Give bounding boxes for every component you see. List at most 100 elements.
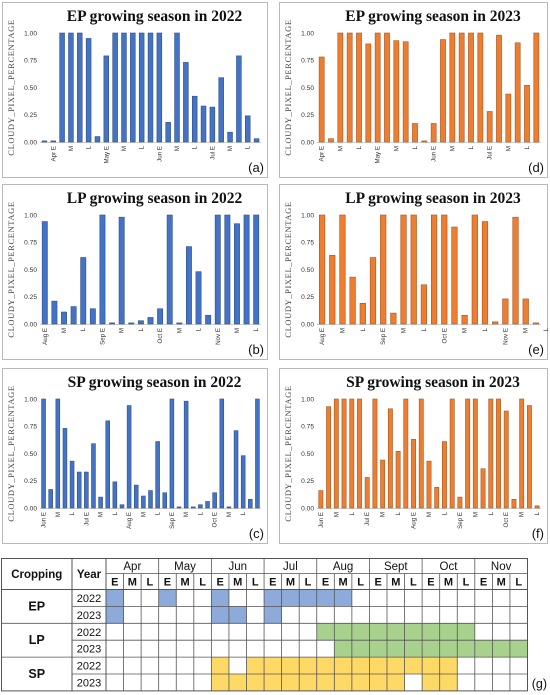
bar [147,32,154,143]
bar [41,140,48,143]
season-cell-filled [387,674,405,691]
chart-title: EP growing season in 2022 [67,8,243,25]
season-cell-filled [387,623,405,641]
bar [219,398,225,509]
x-tick-label: M [401,328,408,333]
bar [133,484,139,509]
subperiod-header: M [128,577,137,589]
bar [112,481,118,509]
subperiod-header: E [322,577,329,589]
season-cell-filled [457,640,475,658]
y-tick-label: 0.50 [24,267,37,274]
bar [346,32,353,143]
x-tick-label: L [482,327,489,331]
x-tick-label: L [139,145,146,149]
bar [364,477,370,509]
x-tick-label: Nov E [502,328,509,345]
bar [205,501,210,509]
x-tick-label: Aug E [411,512,418,529]
x-tick-label: M [426,512,433,517]
bar [51,300,58,325]
season-cell-filled [106,589,124,607]
season-cell-filled [246,674,265,691]
x-tick-label: Aug E [42,328,49,345]
bar [227,131,233,143]
bar [477,32,484,143]
x-tick-label: M [462,328,469,333]
x-tick-label: M [226,512,233,517]
x-tick-label: Sep E [99,328,106,345]
bar [50,140,56,143]
bar [76,471,82,509]
y-tick-label: 0.75 [301,424,314,431]
season-cell-filled [281,674,300,691]
bar [183,62,189,143]
season-cell-filled [422,657,440,674]
chart-panel-c: SP growing season in 2022 CLOUDY_PIXEL_PE… [2,368,268,544]
bar [77,32,83,143]
x-tick-label: Apr E [319,146,326,161]
season-cell-filled [316,674,335,691]
bar [421,140,428,143]
x-tick-label: May E [375,146,382,164]
bar [105,420,110,509]
season-cell-filled [316,589,335,607]
subperiod-header: M [233,577,242,589]
bar [337,32,344,143]
bar [481,221,489,325]
bar [84,471,89,509]
x-tick-label: Oct E [157,328,164,343]
season-cell-filled [281,589,300,607]
bar [85,38,92,143]
bar [420,284,428,325]
month-header: May [174,561,196,573]
season-cell-filled [422,640,440,658]
season-cell-filled [228,606,247,624]
subperiod-header: E [111,577,118,589]
chart-title: LP growing season in 2023 [345,190,521,207]
bar [511,498,517,509]
x-tick-label: L [468,145,475,149]
bar [526,405,532,509]
crop-label: SP [28,667,45,681]
x-tick-label: L [80,327,87,331]
bar [130,32,136,143]
x-tick-label: Jul E [487,146,494,160]
bar [226,506,232,509]
bar [148,490,153,509]
x-tick-label: M [183,512,190,517]
season-cell-filled [369,674,387,691]
x-tick-label: L [412,145,419,149]
bar [449,398,455,509]
season-cell-filled [281,657,300,674]
bar [198,504,203,509]
x-tick-label: L [421,327,428,331]
season-cell-filled [387,640,405,658]
chart-title: SP growing season in 2022 [68,374,242,391]
subperiod-header: E [375,577,382,589]
bar [503,410,509,509]
year-label: 2022 [77,593,101,605]
y-axis-label: CLOUDY_PIXEL_PERCENTAGE [6,19,16,155]
bar [98,496,103,509]
bar [524,85,530,143]
season-cell-filled [211,674,229,691]
season-cell-filled [316,657,335,674]
subperiod-header: M [339,577,348,589]
bar [329,255,336,325]
bar [162,492,168,509]
season-cell-filled [439,674,458,691]
x-tick-label: Oct E [212,512,219,527]
bar [430,123,437,143]
x-tick-label: Jul E [83,512,90,526]
bar [68,32,74,143]
season-cell-filled [351,657,370,674]
crop-label: EP [28,599,45,613]
bar [502,298,509,325]
bar [176,322,183,325]
season-cell-filled [387,657,405,674]
bar [191,506,196,509]
x-tick-label: M [523,328,530,333]
bar [233,430,239,509]
x-tick-label: L [543,327,549,331]
